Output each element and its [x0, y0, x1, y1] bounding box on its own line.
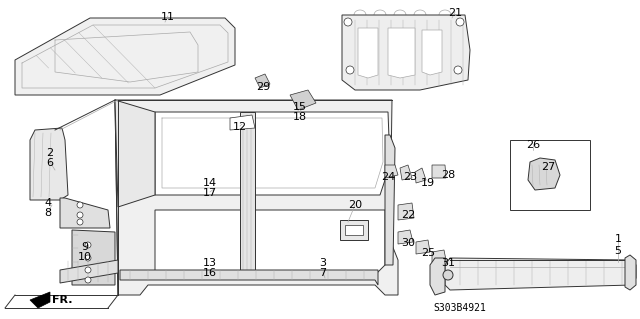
- Text: 9: 9: [81, 242, 88, 252]
- Text: 28: 28: [441, 170, 455, 180]
- Polygon shape: [415, 168, 426, 183]
- Polygon shape: [388, 28, 415, 78]
- Circle shape: [346, 66, 354, 74]
- Text: 10: 10: [78, 252, 92, 262]
- Text: 22: 22: [401, 210, 415, 220]
- Polygon shape: [422, 30, 442, 75]
- Text: 23: 23: [403, 172, 417, 182]
- Polygon shape: [60, 198, 110, 228]
- Text: 29: 29: [256, 82, 270, 92]
- Polygon shape: [230, 115, 255, 130]
- Polygon shape: [445, 258, 636, 290]
- Polygon shape: [430, 258, 445, 295]
- Polygon shape: [290, 90, 316, 110]
- Polygon shape: [115, 100, 155, 207]
- Text: 24: 24: [381, 172, 395, 182]
- Polygon shape: [155, 210, 385, 275]
- Circle shape: [85, 277, 91, 283]
- Text: 5: 5: [614, 246, 621, 256]
- Text: 13: 13: [203, 258, 217, 268]
- Polygon shape: [510, 140, 590, 210]
- Circle shape: [344, 18, 352, 26]
- Polygon shape: [255, 74, 270, 88]
- Polygon shape: [385, 165, 398, 178]
- Polygon shape: [345, 225, 363, 235]
- Polygon shape: [240, 112, 255, 275]
- Polygon shape: [120, 270, 378, 285]
- Circle shape: [77, 202, 83, 208]
- Text: 1: 1: [614, 234, 621, 244]
- Polygon shape: [385, 135, 395, 265]
- Text: FR.: FR.: [52, 295, 72, 305]
- Circle shape: [443, 270, 453, 280]
- Circle shape: [454, 66, 462, 74]
- Text: 21: 21: [448, 8, 462, 18]
- Text: 18: 18: [293, 112, 307, 122]
- Circle shape: [77, 212, 83, 218]
- Polygon shape: [416, 240, 430, 254]
- Circle shape: [85, 267, 91, 273]
- Text: 6: 6: [47, 158, 54, 168]
- Polygon shape: [15, 18, 235, 95]
- Polygon shape: [30, 292, 50, 308]
- Text: 25: 25: [421, 248, 435, 258]
- Polygon shape: [432, 165, 446, 178]
- Polygon shape: [358, 28, 378, 78]
- Text: 30: 30: [401, 238, 415, 248]
- Polygon shape: [60, 260, 118, 283]
- Text: 11: 11: [161, 12, 175, 22]
- Text: 15: 15: [293, 102, 307, 112]
- Polygon shape: [528, 158, 560, 190]
- Polygon shape: [155, 112, 390, 195]
- Text: 17: 17: [203, 188, 217, 198]
- Polygon shape: [340, 220, 368, 240]
- Circle shape: [85, 242, 91, 248]
- Text: 27: 27: [541, 162, 555, 172]
- Polygon shape: [398, 230, 413, 244]
- Circle shape: [85, 255, 91, 261]
- Polygon shape: [72, 230, 115, 285]
- Text: 14: 14: [203, 178, 217, 188]
- Polygon shape: [432, 250, 446, 262]
- Text: 31: 31: [441, 258, 455, 268]
- Polygon shape: [625, 255, 636, 290]
- Text: 8: 8: [44, 208, 52, 218]
- Text: 7: 7: [319, 268, 326, 278]
- Text: 4: 4: [44, 198, 52, 208]
- Text: 19: 19: [421, 178, 435, 188]
- Text: 20: 20: [348, 200, 362, 210]
- Circle shape: [456, 18, 464, 26]
- Text: 2: 2: [47, 148, 54, 158]
- Text: 16: 16: [203, 268, 217, 278]
- Polygon shape: [115, 100, 398, 295]
- Text: S303B4921: S303B4921: [433, 303, 486, 313]
- Polygon shape: [30, 128, 68, 200]
- Circle shape: [77, 219, 83, 225]
- Polygon shape: [398, 203, 414, 220]
- Text: 3: 3: [319, 258, 326, 268]
- Polygon shape: [400, 165, 412, 180]
- Text: 12: 12: [233, 122, 247, 132]
- Polygon shape: [342, 15, 470, 90]
- Text: 26: 26: [526, 140, 540, 150]
